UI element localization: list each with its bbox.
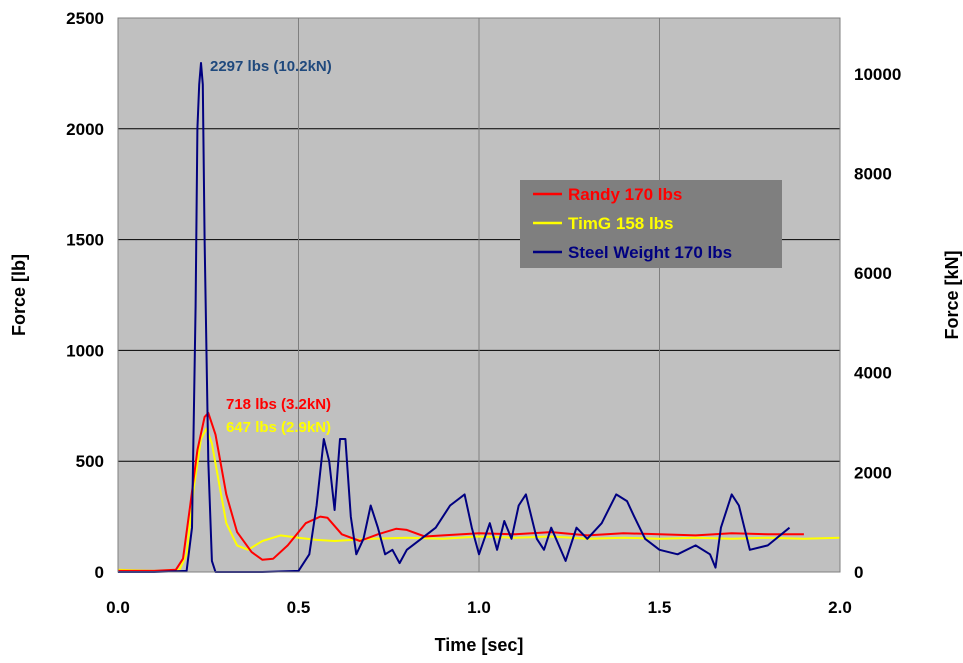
legend-label: Steel Weight 170 lbs [568,243,732,262]
y-right-tick-label: 2000 [854,463,892,482]
y-axis-right-title: Force [kN] [942,250,962,339]
grid [118,18,840,572]
series-line-1 [117,427,841,572]
y-right-tick-label: 4000 [854,364,892,383]
x-tick-label: 0.5 [287,598,311,617]
legend-label: Randy 170 lbs [568,185,682,204]
legend-label: TimG 158 lbs [568,214,674,233]
y-right-tick-label: 10000 [854,65,901,84]
y-left-tick-label: 500 [76,452,104,471]
x-tick-label: 1.0 [467,598,491,617]
peak-annotation: 718 lbs (3.2kN) [226,396,331,413]
x-axis-title: Time [sec] [435,635,524,655]
y-right-tick-label: 0 [854,563,863,582]
y-left-tick-label: 2000 [66,120,104,139]
x-tick-label: 0.0 [106,598,130,617]
legend-box [520,180,782,268]
series-line-2 [118,62,791,573]
series-line-0 [118,411,804,572]
legend: Randy 170 lbs TimG 158 lbs Steel Weight 17… [520,180,782,268]
peak-annotation: 2297 lbs (10.2kN) [210,58,332,75]
x-tick-label: 2.0 [828,598,852,617]
y-left-tick-label: 0 [95,563,104,582]
x-tick-label: 1.5 [648,598,672,617]
y-right-tick-label: 6000 [854,264,892,283]
y-right-tick-label: 8000 [854,164,892,183]
peak-annotation: 647 lbs (2.9kN) [226,419,331,436]
y-left-tick-label: 1500 [66,231,104,250]
y-left-tick-label: 2500 [66,9,104,28]
series-lines [117,62,841,573]
y-left-tick-label: 1000 [66,341,104,360]
annotations: 2297 lbs (10.2kN) 718 lbs (3.2kN) 647 lbs … [210,58,332,436]
y-axis-left-title: Force [lb] [9,254,29,336]
plot-border [117,17,841,573]
